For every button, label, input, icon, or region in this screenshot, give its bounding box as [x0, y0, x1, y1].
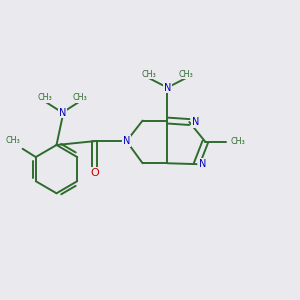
- Text: N: N: [164, 82, 171, 93]
- Text: N: N: [199, 159, 206, 169]
- Text: N: N: [192, 117, 199, 127]
- Text: N: N: [59, 108, 66, 118]
- Text: N: N: [123, 136, 130, 146]
- Text: CH₃: CH₃: [38, 93, 52, 102]
- Text: CH₃: CH₃: [73, 93, 87, 102]
- Text: CH₃: CH₃: [230, 137, 245, 146]
- Text: CH₃: CH₃: [6, 136, 21, 145]
- Text: O: O: [90, 168, 99, 178]
- Text: CH₃: CH₃: [141, 70, 156, 79]
- Text: CH₃: CH₃: [179, 70, 194, 79]
